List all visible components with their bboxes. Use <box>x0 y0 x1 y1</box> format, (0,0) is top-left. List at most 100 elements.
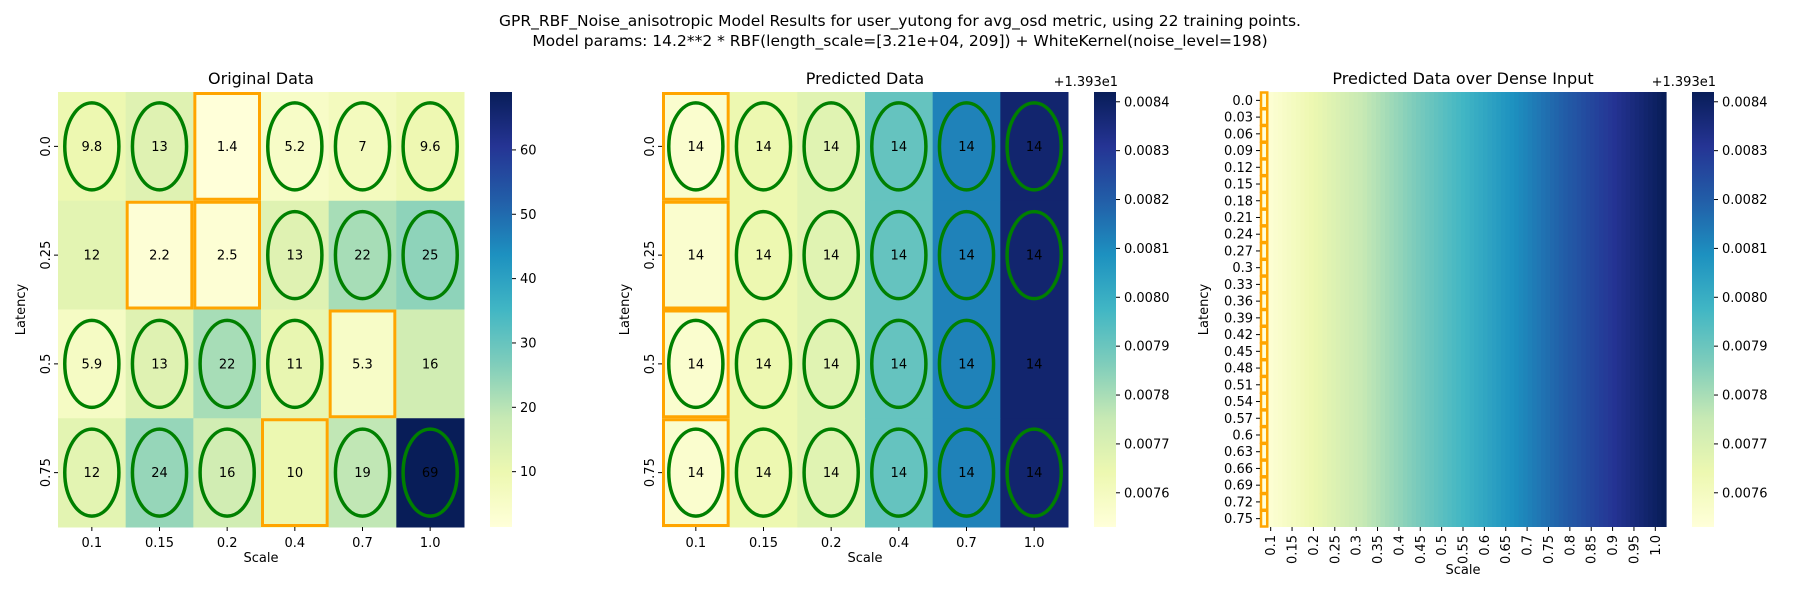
original-colorbar-gradient <box>490 92 512 527</box>
dense-cell-column <box>1581 92 1587 527</box>
dense-cell-column <box>1273 92 1279 527</box>
original-cell-label: 13 <box>287 249 304 264</box>
original-min-highlight <box>193 200 261 310</box>
predicted-cell <box>662 92 731 202</box>
predicted-training-point-ellipse <box>734 318 793 410</box>
predicted-cell <box>797 418 866 528</box>
dense-x-tick-label: 0.65 <box>1499 535 1514 564</box>
dense-cell-column <box>1478 92 1484 527</box>
original-training-point-ellipse <box>198 318 256 410</box>
predicted-cell <box>932 92 1001 202</box>
dense-colorbar-gradient <box>1692 92 1714 527</box>
predicted-min-highlight <box>662 92 730 201</box>
dense-y-tick-label: 0.45 <box>1224 345 1253 360</box>
dense-x-tick-label: 0.85 <box>1585 535 1600 564</box>
predicted-cell <box>729 200 798 310</box>
original-cell <box>396 92 465 202</box>
predicted-training-point-ellipse <box>937 101 996 192</box>
dense-cell-column <box>1358 92 1364 527</box>
dense-cell-column <box>1465 92 1471 527</box>
original-cell <box>261 200 330 310</box>
dense-x-tick-label: 0.1 <box>1264 535 1279 556</box>
predicted-cell <box>865 92 934 202</box>
original-training-point-ellipse <box>401 209 459 301</box>
predicted-x-tick-label: 0.2 <box>821 536 842 551</box>
dense-cell-column <box>1326 92 1332 527</box>
original-cell <box>261 418 330 528</box>
original-cell-label: 5.2 <box>284 140 305 155</box>
dense-x-tick-label: 0.15 <box>1286 535 1301 564</box>
dense-y-tick-label: 0.57 <box>1224 412 1253 427</box>
predicted-colorbar-tick-label: 0.0076 <box>1124 486 1170 501</box>
original-cell <box>328 200 397 310</box>
predicted-cell-label: 14 <box>1026 140 1043 155</box>
original-cell-label: 5.3 <box>352 357 373 372</box>
dense-cell-column <box>1572 92 1578 527</box>
dense-cell-column <box>1612 92 1618 527</box>
predicted-cell-label: 14 <box>891 466 908 481</box>
predicted-title: Predicted Data <box>806 69 924 88</box>
dense-colorbar-offset-label: +1.393e1 <box>1652 75 1716 90</box>
dense-cell-column <box>1554 92 1560 527</box>
dense-cell-column <box>1291 92 1297 527</box>
dense-x-tick-label: 0.2 <box>1307 535 1322 556</box>
original-cell-label: 5.9 <box>81 357 102 372</box>
dense-y-tick-label: 0.66 <box>1224 462 1253 477</box>
dense-y-tick-label: 0.36 <box>1224 295 1253 310</box>
original-training-point-ellipse <box>266 101 324 192</box>
original-axes: Original Data 0.1 0.15 0.2 0.4 0.7 1.0 0.0 0.25 0… <box>14 69 441 566</box>
dense-colorbar-tick-label: 0.0083 <box>1722 144 1768 159</box>
original-training-point-ellipse <box>401 101 459 192</box>
dense-cell-column <box>1536 92 1542 527</box>
predicted-cell-label: 14 <box>891 357 908 372</box>
dense-cell-column <box>1407 92 1413 527</box>
predicted-cell-label: 14 <box>688 357 705 372</box>
predicted-cell-label: 14 <box>755 466 772 481</box>
dense-cell-column <box>1616 92 1622 527</box>
dense-y-tick-label: 0.09 <box>1224 144 1253 159</box>
predicted-cell <box>729 92 798 202</box>
predicted-cell <box>865 309 934 419</box>
original-x-tick-label: 0.1 <box>81 536 102 551</box>
dense-y-tick-label: 0.42 <box>1224 328 1253 343</box>
dense-y-tick-label: 0.75 <box>1224 512 1253 527</box>
predicted-colorbar-tick-label: 0.0081 <box>1124 242 1170 257</box>
predicted-cell <box>797 309 866 419</box>
predicted-cell-label: 14 <box>891 249 908 264</box>
dense-cell-column <box>1590 92 1596 527</box>
original-cell <box>261 92 330 202</box>
predicted-colorbar-tick-label: 0.0082 <box>1124 193 1170 208</box>
original-cell-label: 11 <box>287 357 304 372</box>
dense-x-tick-label: 0.45 <box>1414 535 1429 564</box>
original-colorbar-tick-label: 40 <box>520 272 537 287</box>
dense-cell-column <box>1309 92 1315 527</box>
figure-title-line1: GPR_RBF_Noise_anisotropic Model Results … <box>499 12 1301 31</box>
dense-x-tick-label: 0.4 <box>1392 535 1407 556</box>
dense-y-tick-label: 0.24 <box>1224 228 1253 243</box>
original-cell-label: 22 <box>219 357 236 372</box>
dense-y-tick-label: 0.27 <box>1224 244 1253 259</box>
predicted-cell <box>932 200 1001 310</box>
predicted-cell <box>662 200 731 310</box>
predicted-cell-label: 14 <box>958 249 975 264</box>
predicted-cell-label: 14 <box>688 466 705 481</box>
predicted-training-point-ellipse <box>734 101 793 192</box>
dense-cell-column <box>1639 92 1645 527</box>
original-ylabel: Latency <box>14 284 29 336</box>
predicted-colorbar-tick-label: 0.0079 <box>1124 340 1170 355</box>
original-cell <box>125 418 194 528</box>
predicted-training-point-ellipse <box>937 318 996 410</box>
dense-cell-column <box>1634 92 1640 527</box>
dense-x-tick-label: 1.0 <box>1649 535 1664 556</box>
original-training-point-ellipse <box>333 427 392 518</box>
dense-colorbar-tick-label: 0.0077 <box>1722 437 1768 452</box>
dense-y-tick-label: 0.39 <box>1224 311 1253 326</box>
original-title: Original Data <box>208 69 314 88</box>
dense-cell-column <box>1447 92 1453 527</box>
original-cell <box>58 309 127 419</box>
original-cell <box>396 418 465 528</box>
original-cell-label: 10 <box>287 466 304 481</box>
dense-cell-column <box>1411 92 1417 527</box>
dense-cell-column <box>1456 92 1462 527</box>
predicted-training-point-ellipse <box>802 427 860 518</box>
